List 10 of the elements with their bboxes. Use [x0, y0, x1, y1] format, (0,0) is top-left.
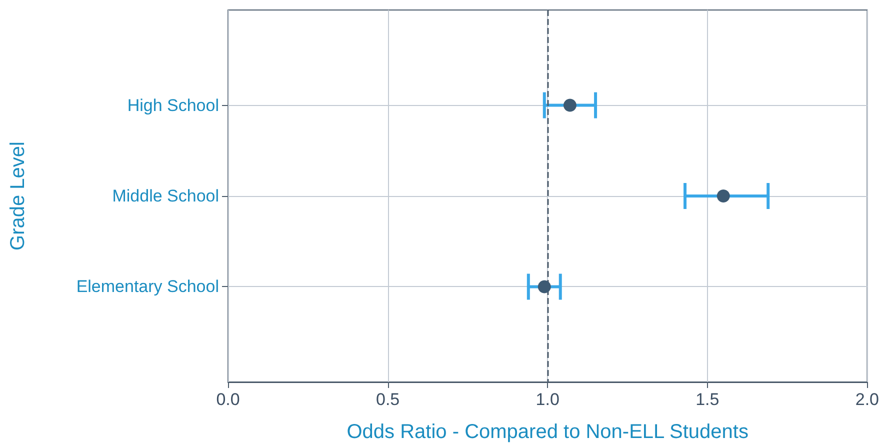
x-tick-label: 2.0 [855, 390, 880, 409]
x-tick-label: 1.0 [536, 390, 560, 409]
x-axis-title: Odds Ratio - Compared to Non-ELL Students [346, 421, 748, 443]
y-tick-label: Elementary School [76, 277, 219, 296]
x-tick-label: 0.0 [216, 390, 240, 409]
y-tick-label: High School [127, 96, 219, 115]
y-tick-label: Middle School [112, 186, 219, 206]
y-axis-title: Grade Level [7, 142, 29, 250]
x-tick-label: 0.5 [376, 390, 400, 409]
x-tick-label: 1.5 [696, 390, 720, 409]
